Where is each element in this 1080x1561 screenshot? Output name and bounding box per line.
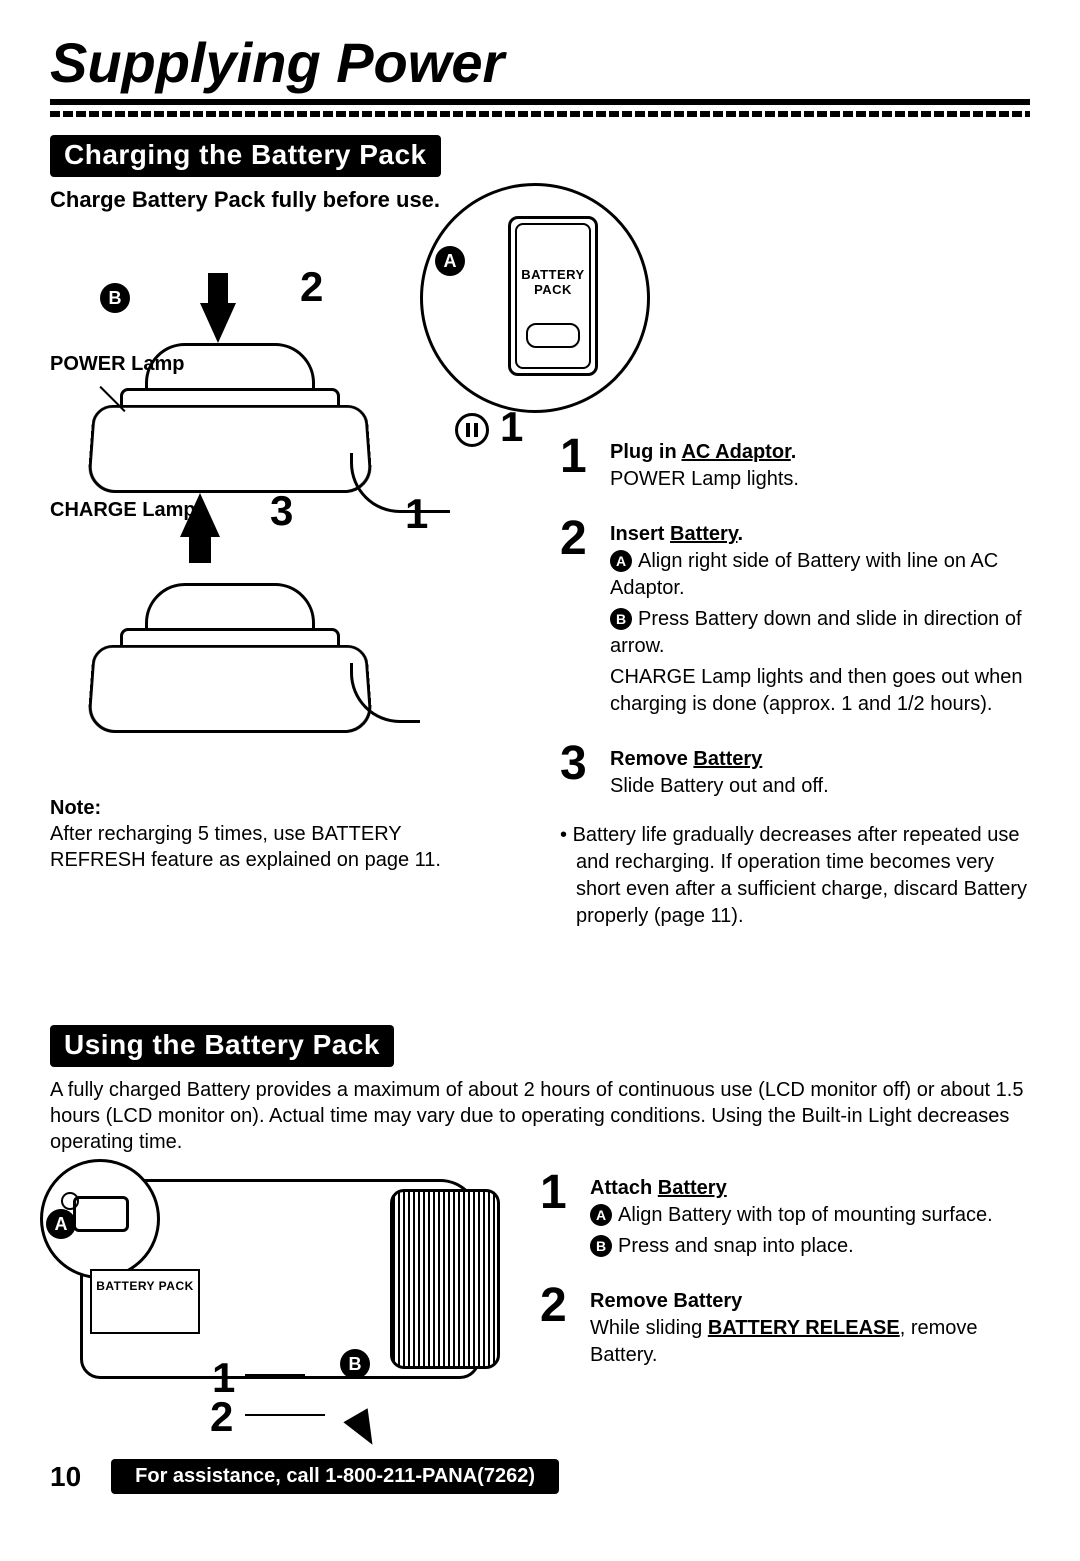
bullet-b-icon: B <box>610 608 632 630</box>
camera-diagram: A BATTERY PACK B 1 2 <box>50 1169 510 1439</box>
step-body-a: AAlign right side of Battery with line o… <box>610 548 1040 602</box>
step-title: Plug in AC Adaptor. <box>610 439 799 466</box>
step-body-a: AAlign Battery with top of mounting surf… <box>590 1202 993 1229</box>
step-1: 1 Plug in AC Adaptor. POWER Lamp lights. <box>560 433 1040 493</box>
section-charging: Charging the Battery Pack Charge Battery… <box>50 135 1030 1003</box>
page-number: 10 <box>50 1461 81 1493</box>
note-block: Note: After recharging 5 times, use BATT… <box>50 795 480 873</box>
step-body-text: While sliding BATTERY RELEASE, remove Ba… <box>590 1315 1030 1369</box>
step-3: 3 Remove Battery Slide Battery out and o… <box>560 740 1040 800</box>
step-number: 1 <box>560 433 596 493</box>
step-number: 3 <box>560 740 596 800</box>
step-body-text: POWER Lamp lights. <box>610 466 799 493</box>
using-step-2: 2 Remove Battery While sliding BATTERY R… <box>540 1282 1030 1369</box>
pause-icon <box>455 413 489 447</box>
using-steps: 1 Attach Battery AAlign Battery with top… <box>540 1169 1030 1439</box>
bullet-a-icon: A <box>590 1204 612 1226</box>
charger-insert-diagram: B 2 POWER Lamp <box>50 223 450 493</box>
badge-a-icon: A <box>46 1209 76 1239</box>
step-body-b: BPress and snap into place. <box>590 1233 993 1260</box>
step-title: Insert Battery. <box>610 521 1040 548</box>
section1-label: Charging the Battery Pack <box>50 135 441 177</box>
step-2: 2 Insert Battery. AAlign right side of B… <box>560 515 1040 718</box>
section2-label: Using the Battery Pack <box>50 1025 394 1067</box>
arrow-diag-icon <box>343 1408 384 1451</box>
arrow-up-icon <box>180 493 220 537</box>
diagram2-number-2: 2 <box>210 1393 233 1441</box>
diagram-number-3: 3 <box>270 487 293 535</box>
diagram-number-2: 2 <box>300 263 323 311</box>
footer: 10 For assistance, call 1-800-211-PANA(7… <box>50 1459 1030 1494</box>
step-title: Remove Battery <box>590 1288 1030 1315</box>
battery-pack-label: BATTERY PACK <box>90 1269 200 1334</box>
assistance-bar: For assistance, call 1-800-211-PANA(7262… <box>111 1459 559 1494</box>
step-number: 1 <box>540 1169 576 1260</box>
note-body: After recharging 5 times, use BATTERY RE… <box>50 821 480 873</box>
step-body-tail: CHARGE Lamp lights and then goes out whe… <box>610 664 1040 718</box>
bullet-a-icon: A <box>610 550 632 572</box>
step-title: Attach Battery <box>590 1175 993 1202</box>
steps-header-num-1: 1 <box>500 403 523 451</box>
step-number: 2 <box>560 515 596 718</box>
charger-remove-diagram: 3 <box>50 493 450 733</box>
charging-steps: 1 Plug in AC Adaptor. POWER Lamp lights.… <box>560 433 1040 930</box>
section-using: Using the Battery Pack A fully charged B… <box>50 1025 1030 1439</box>
page-title: Supplying Power <box>50 30 1030 105</box>
note-title: Note: <box>50 795 480 821</box>
title-divider <box>50 111 1030 117</box>
badge-b-icon: B <box>100 283 130 313</box>
section2-intro: A fully charged Battery provides a maxim… <box>50 1077 1030 1155</box>
step-number: 2 <box>540 1282 576 1369</box>
arrow-down-icon <box>200 303 236 343</box>
battery-detail-diagram: A BATTERY PACK <box>420 183 660 423</box>
step-title: Remove Battery <box>610 746 829 773</box>
battery-life-note: • Battery life gradually decreases after… <box>560 822 1040 930</box>
bullet-b-icon: B <box>590 1235 612 1257</box>
using-step-1: 1 Attach Battery AAlign Battery with top… <box>540 1169 1030 1260</box>
power-lamp-label: POWER Lamp <box>50 353 184 376</box>
badge-b-icon: B <box>340 1349 370 1379</box>
charging-layout: A BATTERY PACK B 2 POWER Lamp <box>50 223 1030 1003</box>
battery-pack-label: BATTERY PACK <box>511 267 595 297</box>
step-body-b: BPress Battery down and slide in directi… <box>610 606 1040 660</box>
step-body-text: Slide Battery out and off. <box>610 773 829 800</box>
